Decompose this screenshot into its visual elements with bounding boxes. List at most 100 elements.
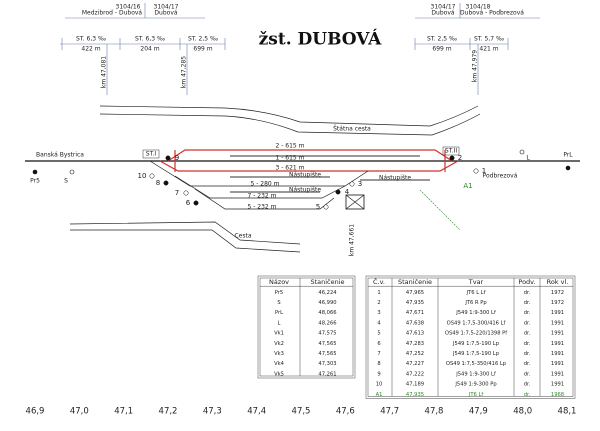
section-name: Dubová	[154, 10, 177, 17]
table-cell: 1991	[551, 361, 564, 367]
table-cell: 47,227	[406, 361, 424, 367]
km-label: km 47,081	[101, 56, 108, 88]
direction-label: Podbrezová	[483, 173, 518, 180]
table-cell: S	[277, 300, 280, 306]
title: žst. DUBOVÁ	[259, 29, 383, 50]
table-cell: dr.	[524, 341, 531, 347]
tracks	[25, 149, 580, 231]
scale-label: 47,2	[159, 407, 178, 417]
table-cell: 48,266	[318, 320, 336, 326]
table-cell: 5	[377, 331, 380, 337]
table-cell: 4	[377, 320, 381, 326]
table-cell: JT6 L Lf	[466, 290, 486, 296]
table-cell: Vk3	[274, 351, 284, 357]
table-cell: 46,224	[318, 290, 337, 296]
platform-label: Nástupište	[379, 175, 411, 182]
table-frame	[259, 277, 354, 377]
table-header: Č.v.	[373, 277, 385, 286]
table-cell: L	[278, 320, 281, 326]
table-cell: 1972	[551, 290, 564, 296]
gradient-label: ST. 2,5 ‰	[427, 36, 457, 43]
section-code: 3104/16	[116, 4, 141, 11]
section-code: 3104/17	[154, 4, 179, 11]
track-label: 1 - 615 m	[275, 155, 304, 162]
table-cell: 47,613	[406, 331, 424, 337]
table-cell: J549 1:7,5-190 Lp	[452, 351, 500, 357]
table-cell: 1991	[551, 320, 564, 326]
scale-label: 47,8	[425, 407, 444, 417]
section-lines	[65, 3, 540, 19]
signal-label: PrL	[563, 152, 573, 159]
table-cell: 10	[376, 382, 383, 388]
table-cell: 1991	[551, 331, 564, 337]
scale-label: 47,0	[70, 407, 89, 417]
table-cell: 47,965	[406, 290, 424, 296]
table-cell: 8	[377, 361, 380, 367]
table-cell: 1991	[551, 371, 564, 377]
scale-label: 47,9	[469, 407, 488, 417]
table-header: Rok vl.	[547, 278, 569, 286]
table-cell: 1	[377, 290, 380, 296]
signal-symbols	[32, 149, 571, 175]
table-cell: dr.	[524, 300, 531, 306]
table-cell: 47,283	[406, 341, 424, 347]
km-scale: 46,9 47,0 47,1 47,2 47,3 47,4 47,5 47,6 47,7 47,8…	[26, 407, 577, 417]
table-cell: dr.	[524, 320, 531, 326]
table-cell: Vk1	[274, 331, 284, 337]
table-cell: 47,189	[406, 382, 424, 388]
section-code: 3104/18	[466, 4, 491, 11]
roads	[69, 105, 481, 253]
table-cell: Pr5	[275, 290, 283, 296]
table-cell: 46,990	[318, 300, 336, 306]
gradient-length: 699 m	[193, 46, 212, 53]
gradient-label: ST. 6,3 ‰	[76, 36, 106, 43]
table-cell: OS49 1:7,5-350/416 Lp	[446, 361, 507, 367]
table-frame	[367, 277, 574, 397]
signal-label: Pr5	[30, 178, 40, 185]
road-label: Cesta	[234, 233, 251, 240]
table-frame	[257, 275, 356, 379]
scale-label: 47,7	[380, 407, 399, 417]
section-name: Dubová - Podbrezová	[460, 10, 524, 17]
table-header: Podv.	[518, 278, 535, 286]
gradient-label: ST. 6,3 ‰	[135, 36, 165, 43]
table-header: Tvar	[468, 278, 484, 286]
switch-label: 4	[345, 188, 350, 196]
table-cell: 47,252	[406, 351, 424, 357]
table-cell: 1991	[551, 310, 564, 316]
post-label: ST.I	[146, 151, 157, 158]
table-cell: Vk5	[274, 371, 284, 377]
switch-label: 3	[358, 180, 362, 188]
platform-label: Nástupište	[289, 172, 321, 179]
table-cell: 1972	[551, 300, 564, 306]
switch-label: 9	[175, 154, 179, 162]
table-cell: dr.	[524, 371, 531, 377]
table-cell: OS49 1:7,5-300/416 Lf	[447, 320, 506, 326]
table-cell: Vk4	[274, 361, 285, 367]
table-frame	[365, 275, 576, 399]
gradient-length: 422 m	[81, 46, 100, 53]
switch-label: 10	[138, 172, 147, 180]
table-cell: PrL	[275, 310, 283, 316]
post-box	[142, 149, 160, 159]
table-cell: 47,638	[406, 320, 424, 326]
table-cell: OS49 1:7,5-220/1398 Pf	[445, 331, 507, 337]
table-cell: 9	[377, 371, 380, 377]
road-label: Štátna cesta	[333, 126, 371, 133]
table-cell: 47,565	[318, 341, 336, 347]
table-cell: dr.	[524, 351, 531, 357]
track-label: 3 - 621 m	[275, 165, 304, 172]
switch-label: 8	[156, 179, 160, 187]
table-cell: Vk2	[274, 341, 284, 347]
direction-label: Banská Bystrica	[36, 152, 84, 159]
scale-label: 47,6	[336, 407, 355, 417]
table-cell: JT6 Lf	[468, 392, 484, 398]
table-cell: J549 1:9-300 Pp	[454, 382, 497, 388]
switch-label: 2	[458, 154, 462, 162]
scale-label: 47,5	[292, 407, 311, 417]
table-cell: 47,261	[318, 371, 336, 377]
table-cell: 1991	[551, 351, 564, 357]
gradient-length: 421 m	[479, 46, 498, 53]
track-label: 5 - 280 m	[250, 181, 279, 188]
